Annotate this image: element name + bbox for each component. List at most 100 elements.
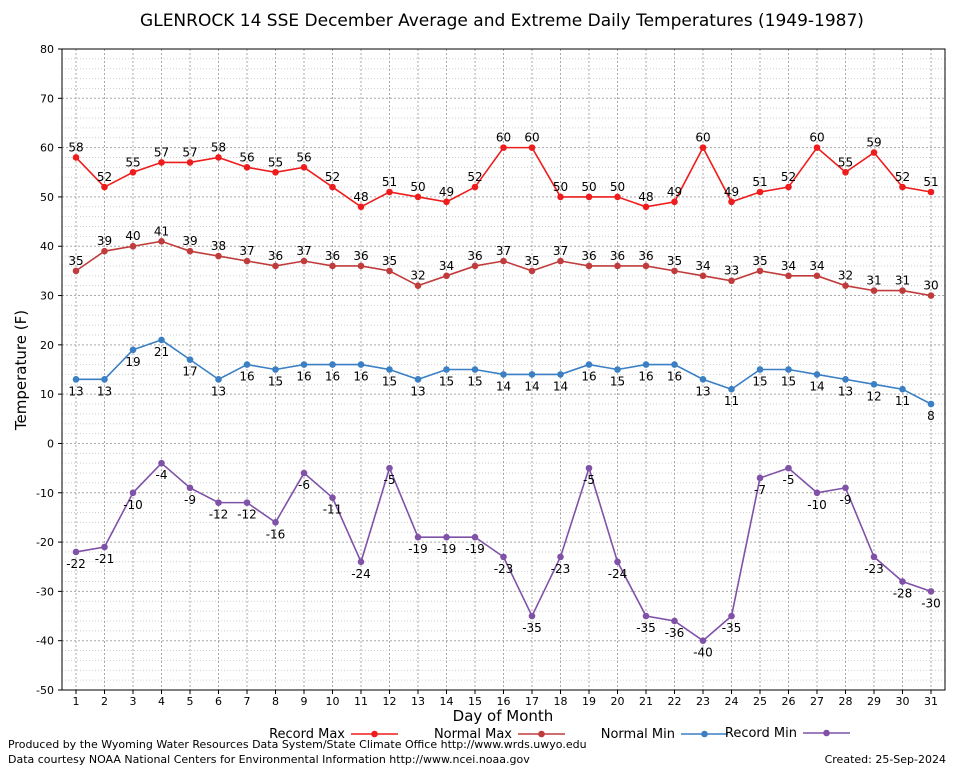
data-label-record-max: 52: [325, 170, 340, 184]
data-label-normal-max: 37: [296, 244, 311, 258]
footer-created-date: Created: 25-Sep-2024: [825, 753, 946, 766]
legend-marker: [371, 730, 378, 738]
data-label-record-min: -7: [754, 483, 766, 497]
data-label-normal-min: 14: [524, 379, 539, 393]
data-point-record-max: [557, 193, 564, 201]
y-axis-title: Temperature (F): [12, 310, 30, 431]
data-point-record-max: [756, 188, 764, 196]
data-label-normal-min: 13: [97, 384, 112, 398]
series-record-max: 58 52 55 57 57 58 56 55 56 52 48 51 50 49 52 60 60 50 50 50…: [68, 131, 939, 211]
data-point-record-max: [728, 198, 735, 206]
data-label-normal-max: 36: [325, 249, 340, 263]
data-point-normal-max: [756, 267, 764, 275]
data-point-record-max: [101, 183, 108, 191]
data-label-normal-max: 36: [268, 249, 283, 263]
data-point-normal-max: [329, 262, 336, 270]
data-point-normal-max: [243, 257, 251, 265]
data-point-normal-min: [842, 376, 849, 383]
data-label-record-max: 59: [866, 136, 881, 150]
data-label-normal-min: 21: [154, 345, 169, 359]
data-label-normal-max: 31: [866, 274, 881, 288]
x-tick-label: 31: [924, 695, 938, 708]
data-label-record-max: 49: [439, 185, 454, 199]
data-label-normal-max: 39: [182, 234, 197, 248]
data-point-record-min: [101, 543, 108, 551]
data-point-normal-max: [443, 272, 450, 280]
data-label-record-min: -19: [465, 542, 485, 556]
data-label-normal-max: 34: [781, 259, 796, 273]
data-point-normal-max: [72, 267, 80, 275]
data-label-normal-min: 11: [724, 394, 739, 408]
legend: Record Max Normal Max Normal Min Record Min: [269, 726, 850, 742]
data-point-record-min: [500, 553, 507, 561]
data-point-normal-min: [927, 400, 935, 408]
data-label-normal-min: 13: [68, 384, 83, 398]
x-tick-label: 13: [411, 695, 425, 708]
data-point-record-max: [813, 144, 821, 151]
x-axis-ticks: 1 2 3 4 5 6 7 8 9 10 11 12 13 14 15 16 17 18 19 20 21 22 23 24 2…: [73, 690, 938, 708]
data-point-normal-max: [585, 262, 593, 270]
x-tick-label: 21: [639, 695, 653, 708]
data-label-record-min: -23: [551, 562, 571, 576]
data-point-record-min: [813, 489, 821, 497]
legend-label: Record Min: [725, 726, 797, 741]
data-label-normal-min: 16: [239, 370, 254, 384]
data-point-record-min: [728, 612, 735, 620]
data-point-normal-min: [357, 361, 365, 368]
data-label-record-max: 56: [239, 150, 254, 164]
data-point-normal-min: [300, 361, 308, 368]
x-tick-label: 19: [582, 695, 596, 708]
x-tick-label: 27: [810, 695, 824, 708]
data-label-normal-min: 16: [353, 370, 368, 384]
data-label-record-min: -12: [237, 508, 257, 522]
x-tick-label: 4: [158, 695, 165, 708]
data-label-normal-min: 19: [125, 355, 140, 369]
x-tick-label: 23: [696, 695, 710, 708]
data-label-record-max: 57: [182, 145, 197, 159]
data-label-record-max: 52: [895, 170, 910, 184]
data-point-normal-max: [785, 272, 792, 280]
legend-item-record-max: Record Max: [269, 727, 398, 742]
x-axis-title: Day of Month: [453, 707, 554, 725]
data-point-record-min: [272, 519, 279, 526]
data-label-normal-max: 40: [125, 229, 140, 243]
data-point-record-max: [585, 193, 593, 201]
data-point-record-max: [329, 183, 336, 191]
data-point-record-max: [243, 164, 251, 171]
data-label-record-max: 55: [268, 155, 283, 169]
y-axis-ticks: 80 70 60 50 40 30 20 10 0 -10 -20 -30 -40 -50: [36, 43, 62, 697]
x-tick-label: 22: [668, 695, 682, 708]
data-label-record-min: -22: [66, 557, 86, 571]
x-tick-label: 9: [301, 695, 308, 708]
data-label-record-max: 52: [781, 170, 796, 184]
data-label-normal-min: 11: [895, 394, 910, 408]
data-label-record-min: -6: [298, 478, 310, 492]
data-point-normal-max: [842, 282, 849, 289]
data-label-normal-max: 36: [581, 249, 596, 263]
data-point-normal-min: [329, 361, 336, 368]
data-point-record-max: [927, 188, 935, 196]
data-point-normal-max: [642, 262, 650, 270]
y-tick-label: -40: [36, 635, 54, 648]
y-tick-label: -30: [36, 585, 54, 598]
data-point-normal-max: [899, 287, 906, 294]
data-label-normal-max: 35: [382, 254, 397, 268]
data-label-record-max: 51: [382, 175, 397, 189]
data-label-normal-min: 17: [182, 365, 197, 379]
x-tick-label: 7: [244, 695, 251, 708]
y-tick-label: -20: [36, 536, 54, 549]
x-tick-label: 10: [326, 695, 340, 708]
y-tick-label: -50: [36, 684, 54, 697]
data-point-record-min: [585, 464, 593, 472]
legend-item-normal-min: Normal Min: [601, 727, 728, 742]
data-point-normal-max: [129, 242, 137, 250]
data-point-normal-max: [215, 252, 222, 260]
data-label-record-max: 51: [752, 175, 767, 189]
y-tick-label: 60: [40, 142, 54, 155]
data-label-record-max: 48: [353, 190, 368, 204]
legend-item-record-min: Record Min: [725, 726, 850, 741]
data-point-normal-min: [414, 376, 422, 383]
data-point-record-min: [300, 469, 308, 477]
data-label-record-min: -5: [384, 473, 396, 487]
data-label-normal-min: 15: [439, 375, 454, 389]
